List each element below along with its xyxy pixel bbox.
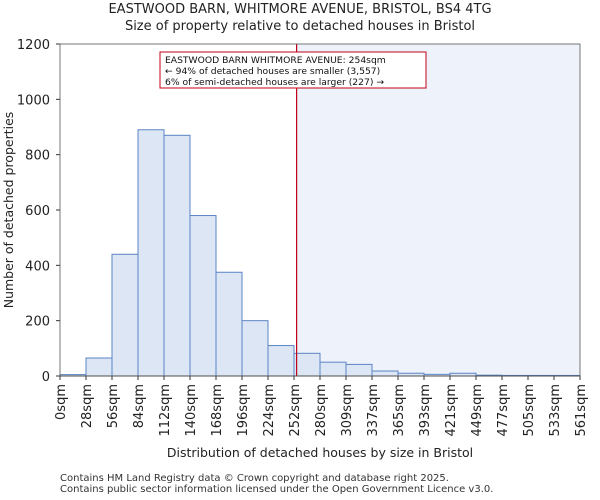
annotation-line: EASTWOOD BARN WHITMORE AVENUE: 254sqm xyxy=(165,55,386,66)
x-tick-label: 196sqm xyxy=(236,384,251,437)
footer-line-1: Contains HM Land Registry data © Crown c… xyxy=(60,473,449,484)
x-tick-label: 533sqm xyxy=(548,384,563,437)
bar-280sqm xyxy=(319,361,347,377)
x-tick-label: 280sqm xyxy=(314,384,329,437)
bar-252sqm xyxy=(293,352,321,377)
x-tick-label: 505sqm xyxy=(522,384,537,437)
x-tick-label: 365sqm xyxy=(392,384,407,437)
y-tick-label: 400 xyxy=(25,259,50,274)
annotation-line: 6% of semi-detached houses are larger (2… xyxy=(165,77,384,88)
y-tick-label: 600 xyxy=(25,204,50,219)
x-tick-label: 28sqm xyxy=(80,384,95,428)
footer-line-2: Contains public sector information licen… xyxy=(60,484,494,495)
x-tick-label: 477sqm xyxy=(496,384,511,437)
x-tick-label: 421sqm xyxy=(444,384,459,437)
bar-196sqm xyxy=(241,320,269,377)
chart-subtitle: Size of property relative to detached ho… xyxy=(124,19,476,34)
x-tick-label: 309sqm xyxy=(340,384,355,437)
y-tick-label: 1000 xyxy=(17,93,50,108)
bar-56sqm xyxy=(111,253,139,377)
plot-frame xyxy=(59,43,581,377)
y-tick-label: 200 xyxy=(25,315,50,330)
x-tick-label: 252sqm xyxy=(288,384,303,437)
bar-112sqm xyxy=(163,134,191,377)
bar-309sqm xyxy=(345,363,373,377)
annotation-line: ← 94% of detached houses are smaller (3,… xyxy=(165,66,380,77)
y-tick-label: 800 xyxy=(25,149,50,164)
bar-224sqm xyxy=(267,345,295,377)
bar-337sqm xyxy=(371,370,399,377)
x-tick-label: 224sqm xyxy=(262,384,277,437)
bar-168sqm xyxy=(215,271,243,377)
x-axis-label: Distribution of detached houses by size … xyxy=(167,445,473,460)
x-tick-label: 449sqm xyxy=(470,384,485,437)
x-tick-label: 112sqm xyxy=(158,384,173,437)
chart-title: EASTWOOD BARN, WHITMORE AVENUE, BRISTOL,… xyxy=(108,2,492,17)
x-tick-label: 84sqm xyxy=(132,384,147,428)
x-tick-label: 0sqm xyxy=(54,384,69,420)
x-tick-label: 561sqm xyxy=(574,384,589,437)
y-tick-label: 0 xyxy=(42,370,50,385)
annotation-box: EASTWOOD BARN WHITMORE AVENUE: 254sqm← 9… xyxy=(159,51,427,89)
larger-region-shade xyxy=(296,44,580,376)
bar-28sqm xyxy=(85,357,113,377)
bar-140sqm xyxy=(189,215,217,377)
y-tick-label: 1200 xyxy=(17,38,50,53)
x-tick-label: 337sqm xyxy=(366,384,381,437)
y-axis-label: Number of detached properties xyxy=(1,112,16,309)
x-tick-label: 140sqm xyxy=(184,384,199,437)
x-tick-label: 56sqm xyxy=(106,384,121,428)
x-tick-label: 393sqm xyxy=(418,384,433,437)
bar-84sqm xyxy=(137,129,165,377)
x-tick-label: 168sqm xyxy=(210,384,225,437)
